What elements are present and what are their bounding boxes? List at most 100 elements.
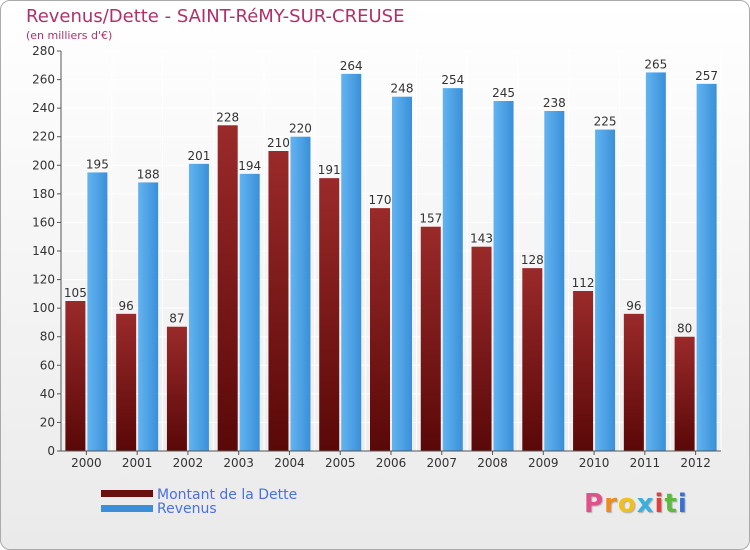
data-label-debt-2005: 191	[318, 163, 341, 177]
proxiti-logo: Proxiti	[584, 489, 688, 519]
data-label-debt-2006: 170	[369, 193, 392, 207]
logo-letter: i	[677, 489, 688, 519]
x-tick-label-2007: 2007	[426, 456, 457, 470]
bar-debt-2003	[217, 125, 238, 452]
y-tick-label: 80	[40, 330, 55, 344]
y-tick-label: 0	[47, 444, 55, 458]
y-tick-label: 280	[32, 44, 55, 58]
bar-revenue-2005	[341, 73, 362, 451]
data-label-revenue-2007: 254	[441, 73, 464, 87]
data-label-revenue-2000: 195	[86, 157, 109, 171]
bar-revenue-2008	[493, 101, 514, 451]
data-label-revenue-2012: 257	[695, 69, 718, 83]
data-label-debt-2001: 96	[119, 299, 134, 313]
data-label-revenue-2003: 194	[238, 159, 261, 173]
data-label-debt-2003: 228	[216, 110, 239, 124]
data-label-revenue-2002: 201	[187, 149, 210, 163]
bar-revenue-2003	[239, 173, 260, 451]
bar-revenue-2009	[544, 111, 565, 451]
x-tick-label-2002: 2002	[173, 456, 204, 470]
x-tick-label-2000: 2000	[71, 456, 102, 470]
data-label-revenue-2008: 245	[492, 86, 515, 100]
data-label-revenue-2005: 264	[340, 59, 363, 73]
grid-layer	[60, 50, 722, 452]
bar-debt-2010	[573, 291, 594, 451]
data-label-debt-2002: 87	[169, 312, 184, 326]
bar-debt-2012	[674, 336, 695, 451]
x-tick-label-2012: 2012	[680, 456, 711, 470]
x-tick-label-2006: 2006	[376, 456, 407, 470]
x-tick-label-2010: 2010	[579, 456, 610, 470]
data-label-debt-2012: 80	[677, 322, 692, 336]
x-tick-label-2004: 2004	[274, 456, 305, 470]
y-tick-label: 180	[32, 187, 55, 201]
data-label-debt-2004: 210	[267, 136, 290, 150]
data-label-revenue-2004: 220	[289, 122, 312, 136]
y-tick-label: 40	[40, 387, 55, 401]
y-tick-label: 100	[32, 301, 55, 315]
bar-debt-2006	[370, 208, 390, 451]
x-tick-label-2003: 2003	[223, 456, 254, 470]
bar-revenue-2010	[595, 129, 616, 452]
axis-layer: 0 20 40 60 80 100 120 140 160 180 200 220 240 260 280 2…	[32, 44, 721, 470]
chart-title: Revenus/Dette - SAINT-RéMY-SUR-CREUSE	[26, 6, 405, 27]
chart-subtitle: (en milliers d'€)	[26, 29, 113, 42]
bar-revenue-2001	[138, 182, 159, 451]
legend-swatch-debt	[101, 490, 153, 497]
bar-debt-2007	[420, 226, 441, 451]
bar-revenue-2011	[645, 72, 666, 451]
x-tick-label-2011: 2011	[630, 456, 661, 470]
y-tick-label: 140	[32, 244, 55, 258]
bars-layer	[65, 72, 717, 452]
logo-letter: t	[664, 489, 678, 519]
data-label-debt-2009: 128	[521, 253, 544, 267]
x-tick-label-2008: 2008	[477, 456, 508, 470]
bar-debt-2004	[268, 151, 289, 451]
bar-debt-2005	[319, 178, 340, 451]
bar-revenue-2000	[87, 172, 108, 451]
legend-label-debt: Montant de la Dette	[157, 487, 298, 503]
bar-revenue-2004	[290, 136, 311, 451]
data-label-revenue-2006: 248	[391, 82, 414, 96]
data-label-revenue-2009: 238	[543, 96, 566, 110]
bar-debt-2009	[522, 268, 543, 451]
x-tick-label-2005: 2005	[325, 456, 356, 470]
x-tick-label-2009: 2009	[528, 456, 559, 470]
bar-debt-2001	[116, 313, 137, 451]
data-label-debt-2008: 143	[470, 232, 493, 246]
data-label-debt-2011: 96	[626, 299, 641, 313]
y-tick-label: 220	[32, 130, 55, 144]
y-tick-label: 120	[32, 273, 55, 287]
y-tick-label: 260	[32, 73, 55, 87]
data-label-revenue-2011: 265	[644, 57, 667, 71]
y-tick-label: 240	[32, 101, 55, 115]
legend-swatch-revenue	[101, 505, 153, 512]
x-tick-label-2001: 2001	[122, 456, 153, 470]
y-tick-label: 20	[40, 415, 55, 429]
bar-revenue-2012	[696, 83, 717, 451]
bar-revenue-2002	[188, 163, 209, 451]
bar-debt-2000	[65, 301, 86, 451]
data-label-debt-2000: 105	[64, 286, 87, 300]
bar-revenue-2007	[442, 88, 463, 452]
bar-debt-2011	[623, 313, 644, 451]
y-tick-label: 60	[40, 358, 55, 372]
logo-letter: P	[584, 489, 605, 519]
data-label-revenue-2010: 225	[594, 115, 617, 129]
data-label-revenue-2001: 188	[137, 167, 160, 181]
logo-letter: i	[654, 489, 665, 519]
bar-debt-2002	[166, 326, 187, 451]
logo-letter: o	[617, 489, 637, 519]
logo-letter: x	[636, 489, 655, 519]
data-label-debt-2007: 157	[419, 212, 442, 226]
y-tick-label: 200	[32, 158, 55, 172]
bar-debt-2008	[471, 246, 492, 451]
bar-revenue-2006	[392, 96, 412, 451]
data-label-debt-2010: 112	[572, 276, 595, 290]
legend-label-revenue: Revenus	[157, 501, 217, 517]
y-tick-label: 160	[32, 215, 55, 229]
logo-letter: r	[604, 489, 618, 519]
